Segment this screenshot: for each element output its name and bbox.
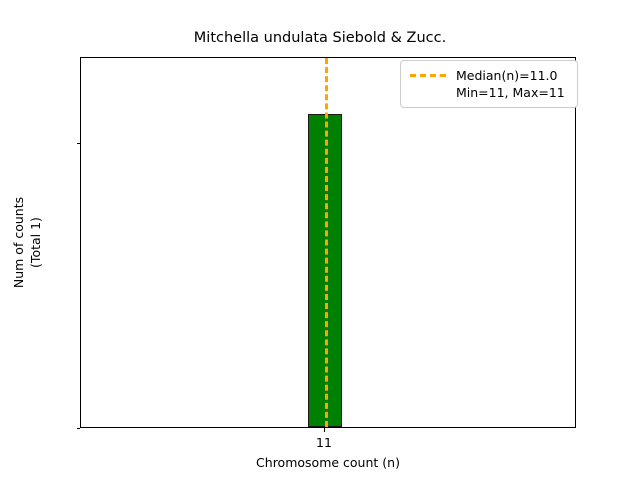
legend-sample-empty bbox=[408, 87, 448, 99]
y-axis-label-wrap: Num of counts (Total 1) bbox=[0, 57, 56, 428]
legend-entry-median: Median(n)=11.0 bbox=[408, 67, 570, 84]
median-line bbox=[325, 58, 328, 427]
legend-entry-minmax: Min=11, Max=11 bbox=[408, 84, 570, 101]
dashed-line-icon bbox=[408, 70, 448, 82]
y-axis-label: Num of counts (Total 1) bbox=[12, 197, 45, 288]
ytick-mark-0 bbox=[76, 427, 80, 429]
legend: Median(n)=11.0 Min=11, Max=11 bbox=[400, 60, 578, 108]
legend-label-minmax: Min=11, Max=11 bbox=[456, 85, 565, 100]
x-axis-label: Chromosome count (n) bbox=[256, 455, 400, 470]
y-axis-label-line2: (Total 1) bbox=[28, 217, 44, 268]
y-axis-label-line1: Num of counts bbox=[11, 196, 27, 289]
plot-area bbox=[80, 57, 576, 428]
legend-label-median: Median(n)=11.0 bbox=[456, 68, 558, 83]
page-title: Mitchella undulata Siebold & Zucc. bbox=[193, 30, 447, 46]
xtick-label-11: 11 bbox=[316, 435, 332, 450]
ytick-mark-1 bbox=[76, 142, 80, 144]
xtick-mark-11 bbox=[323, 428, 325, 432]
